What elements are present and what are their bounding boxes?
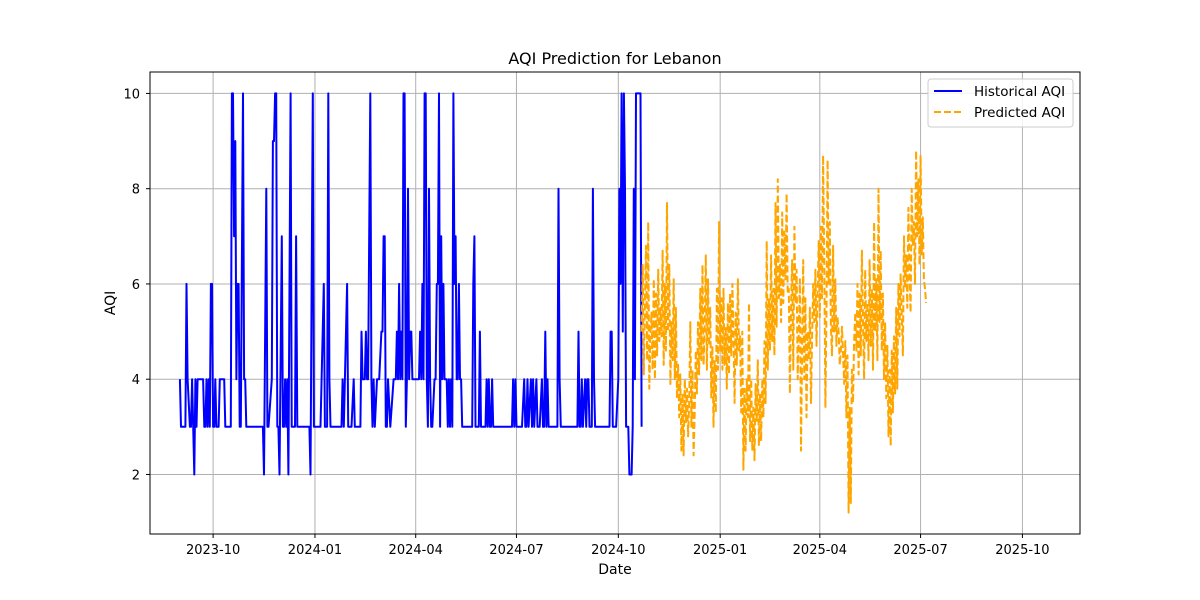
y-tick-label: 10 <box>123 87 140 102</box>
legend-label-historical: Historical AQI <box>974 84 1065 100</box>
x-tick-label: 2024-01 <box>288 543 342 558</box>
y-tick-label: 2 <box>132 468 140 483</box>
x-tick-label: 2025-04 <box>793 543 847 558</box>
plot-area <box>178 92 928 514</box>
y-tick-label: 8 <box>132 183 140 198</box>
x-tick-label: 2024-10 <box>591 543 645 558</box>
axes-frame <box>149 71 1081 535</box>
predicted-aqi-line <box>640 149 928 514</box>
historical-aqi-line <box>178 92 643 476</box>
x-tick-label: 2025-07 <box>893 543 947 558</box>
x-tick-label: 2024-04 <box>389 543 443 558</box>
x-axis-ticks: 2023-10 2024-01 2024-04 2024-07 2024-10 2025-… <box>186 534 1050 558</box>
y-axis-label: AQI <box>103 291 119 315</box>
legend-box <box>927 78 1074 128</box>
x-tick-label: 2024-07 <box>489 543 543 558</box>
legend-label-predicted: Predicted AQI <box>974 105 1065 121</box>
y-tick-label: 6 <box>132 278 140 293</box>
x-axis-label: Date <box>598 562 631 578</box>
y-axis-ticks: 2 4 6 8 10 <box>123 87 150 483</box>
y-tick-label: 4 <box>132 373 140 388</box>
grid-lines <box>150 72 1080 534</box>
x-tick-label: 2025-01 <box>693 543 747 558</box>
chart-title: AQI Prediction for Lebanon <box>508 49 721 68</box>
x-tick-label: 2023-10 <box>186 543 240 558</box>
legend: Historical AQI Predicted AQI <box>927 78 1074 128</box>
x-tick-label: 2025-10 <box>995 543 1049 558</box>
